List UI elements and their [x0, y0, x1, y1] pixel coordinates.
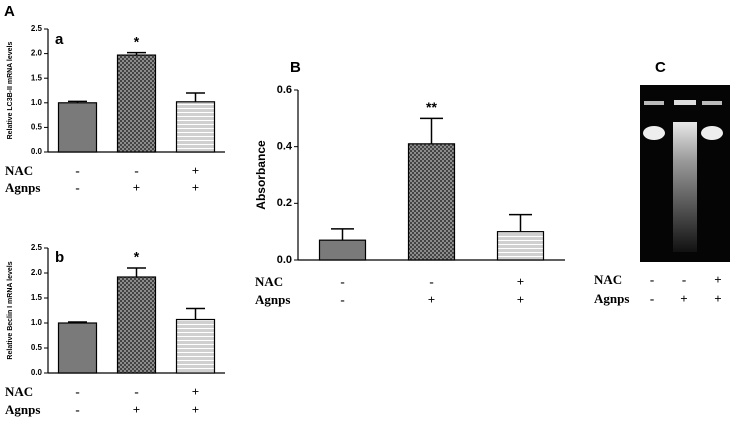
- y-tick-label: 1.0: [31, 98, 43, 107]
- significance: *: [134, 33, 140, 49]
- y-tick-label: 0.5: [31, 123, 43, 132]
- condition-mark: -: [75, 163, 79, 178]
- y-tick-label: 0.5: [31, 343, 43, 352]
- bar: [57, 322, 98, 374]
- y-tick-label: 2.0: [31, 268, 43, 277]
- y-tick-label: 1.5: [31, 73, 43, 82]
- significance: *: [134, 249, 140, 265]
- condition-mark: -: [650, 272, 654, 287]
- bar: [318, 239, 367, 261]
- y-tick-label: 1.5: [31, 293, 43, 302]
- condition-mark: +: [133, 180, 140, 195]
- condition-mark: -: [650, 291, 654, 306]
- y-tick-label: 2.0: [31, 49, 43, 58]
- condition-name: NAC: [5, 163, 33, 178]
- panel-label: b: [55, 249, 64, 266]
- condition-name: Agnps: [594, 291, 629, 306]
- condition-mark: -: [340, 292, 344, 307]
- condition-mark: +: [517, 274, 524, 289]
- condition-mark: +: [680, 291, 687, 306]
- condition-name: NAC: [255, 274, 283, 289]
- condition-mark: +: [192, 384, 199, 399]
- condition-name: Agnps: [5, 180, 40, 195]
- condition-name: Agnps: [255, 292, 290, 307]
- panel-label: B: [290, 59, 301, 76]
- y-axis-label: Relative LC3B-II mRNA levels: [7, 42, 14, 140]
- condition-mark: -: [429, 274, 433, 289]
- bar: [407, 143, 456, 261]
- y-tick-label: 0.4: [277, 141, 293, 153]
- significance: **: [426, 99, 437, 115]
- condition-mark: +: [192, 163, 199, 178]
- y-axis-label: Absorbance: [254, 140, 268, 210]
- condition-mark: -: [75, 402, 79, 417]
- condition-mark: -: [134, 163, 138, 178]
- bar: [496, 231, 545, 261]
- condition-mark: +: [133, 402, 140, 417]
- y-tick-label: 0.0: [277, 254, 292, 266]
- y-tick-label: 2.5: [31, 24, 43, 33]
- y-tick-label: 0.6: [277, 84, 292, 96]
- y-tick-label: 0.0: [31, 147, 43, 156]
- condition-mark: +: [714, 291, 721, 306]
- condition-name: Agnps: [5, 402, 40, 417]
- condition-mark: +: [517, 292, 524, 307]
- bar: [57, 102, 98, 153]
- condition-mark: +: [428, 292, 435, 307]
- bar: [175, 318, 216, 374]
- y-tick-label: 1.0: [31, 318, 43, 327]
- y-tick-label: 0.0: [31, 368, 43, 377]
- condition-mark: -: [75, 180, 79, 195]
- condition-mark: +: [192, 180, 199, 195]
- condition-mark: -: [340, 274, 344, 289]
- panel-label: a: [55, 31, 64, 48]
- condition-mark: -: [134, 384, 138, 399]
- bar: [175, 101, 216, 153]
- condition-mark: -: [75, 384, 79, 399]
- bar: [116, 276, 157, 374]
- figure-label: A: [4, 3, 15, 20]
- condition-name: NAC: [594, 272, 622, 287]
- bar: [116, 54, 157, 153]
- y-tick-label: 0.2: [277, 197, 292, 209]
- y-tick-label: 2.5: [31, 243, 43, 252]
- condition-mark: +: [192, 402, 199, 417]
- panel-label: C: [655, 59, 666, 76]
- gel-image: [640, 85, 730, 262]
- y-axis-label: Relative Beclin I mRNA levels: [7, 261, 14, 359]
- condition-mark: -: [682, 272, 686, 287]
- condition-name: NAC: [5, 384, 33, 399]
- condition-mark: +: [714, 272, 721, 287]
